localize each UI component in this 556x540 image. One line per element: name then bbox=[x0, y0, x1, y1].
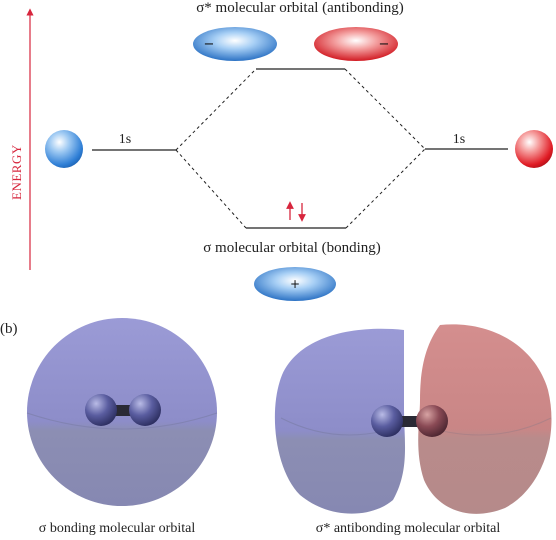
antibonding-left-sign: − bbox=[204, 37, 215, 52]
antibonding-left-orbital: − bbox=[193, 27, 277, 61]
nucleus-right bbox=[129, 394, 161, 426]
right-1s-label: 1s bbox=[453, 132, 465, 147]
antibonding-caption: σ* antibonding molecular orbital bbox=[316, 521, 501, 536]
antibonding-3d-orbital bbox=[274, 324, 552, 514]
antibonding-nucleus-left bbox=[371, 405, 403, 437]
antibonding-bond-stick bbox=[396, 416, 418, 427]
antibonding-red-lobe bbox=[418, 324, 552, 514]
energy-axis-label: ENERGY bbox=[9, 144, 24, 200]
energy-axis: ENERGY bbox=[9, 8, 34, 270]
right-atom-1s-orbital bbox=[515, 130, 553, 168]
bonding-orbital: + bbox=[254, 267, 336, 301]
left-1s-label: 1s bbox=[119, 132, 131, 147]
antibonding-label: σ* molecular orbital (antibonding) bbox=[196, 0, 404, 16]
correlation-lines bbox=[175, 68, 426, 229]
antibonding-nucleus-right bbox=[416, 405, 448, 437]
nucleus-left bbox=[85, 394, 117, 426]
antibonding-right-orbital: − bbox=[314, 27, 398, 61]
bonding-sign: + bbox=[290, 277, 300, 291]
antibonding-blue-lobe bbox=[274, 328, 406, 514]
antibonding-right-sign: − bbox=[379, 37, 390, 52]
bonding-3d-orbital bbox=[26, 318, 218, 506]
electron-pair bbox=[286, 201, 306, 222]
bonding-label: σ molecular orbital (bonding) bbox=[203, 240, 381, 256]
bond-stick bbox=[110, 405, 132, 416]
left-atom-1s-orbital bbox=[45, 130, 83, 168]
bonding-caption: σ bonding molecular orbital bbox=[39, 521, 196, 536]
panel-b-label: (b) bbox=[0, 321, 18, 337]
